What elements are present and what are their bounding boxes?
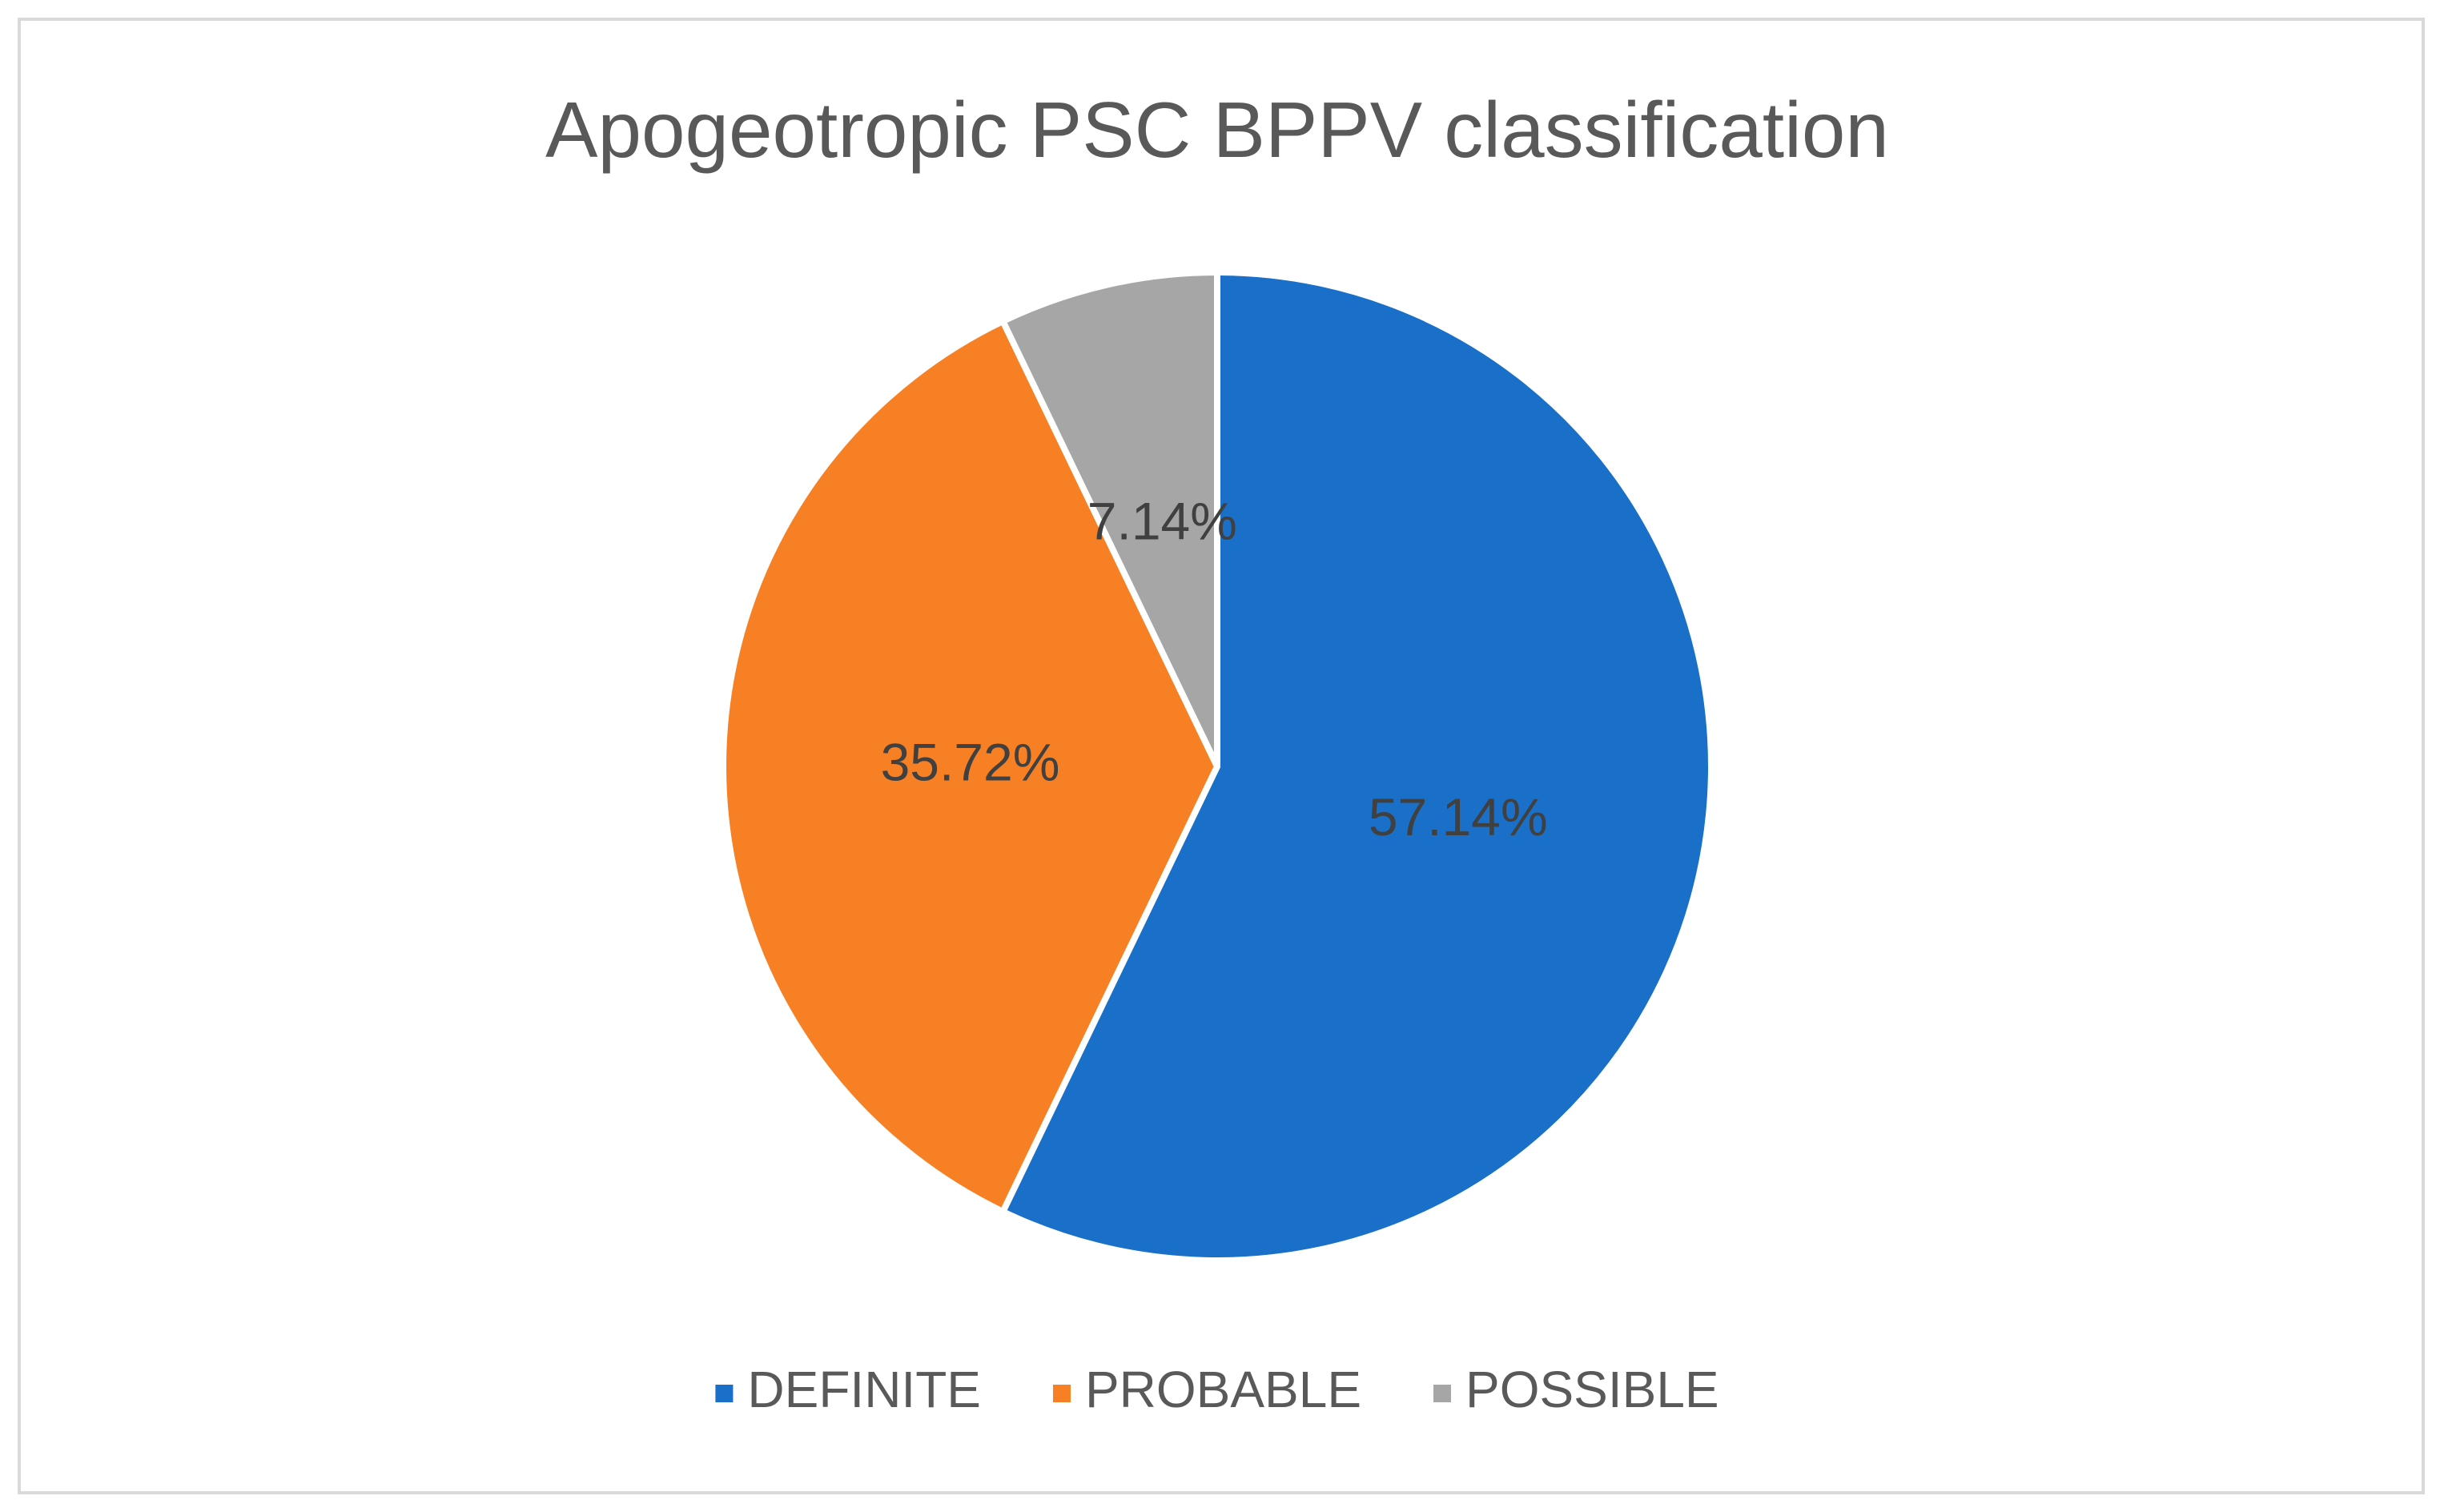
chart-title: Apogeotropic PSC BPPV classification: [545, 86, 1889, 174]
pie-slice: [999, 269, 1714, 1264]
pie-slice: [720, 318, 1220, 1215]
legend-swatch: [715, 1385, 734, 1402]
legend-swatch: [1433, 1385, 1451, 1402]
legend: DEFINITE PROBABLE POSSIBLE: [715, 1361, 1719, 1418]
legend-label: DEFINITE: [747, 1361, 981, 1418]
data-label: 57.14%: [1369, 787, 1548, 846]
legend-swatch: [1052, 1385, 1071, 1402]
pie-slice: [999, 269, 1220, 770]
legend-label: PROBABLE: [1085, 1361, 1361, 1418]
legend-label: POSSIBLE: [1465, 1361, 1719, 1418]
data-label: 35.72%: [881, 732, 1060, 791]
data-label: 7.14%: [1087, 492, 1237, 551]
